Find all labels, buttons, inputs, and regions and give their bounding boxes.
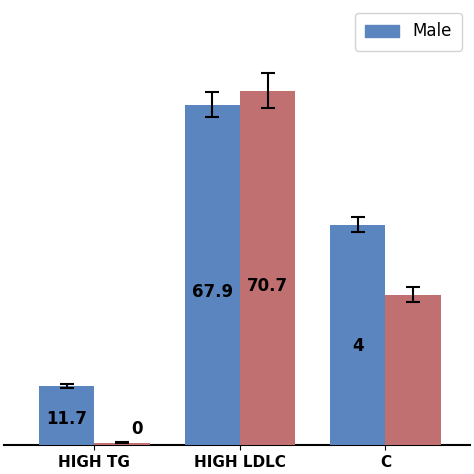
Bar [240,91,295,445]
Bar [39,386,94,445]
Text: 11.7: 11.7 [46,410,87,428]
Text: 67.9: 67.9 [191,283,233,301]
Bar [184,105,240,445]
Bar [94,443,150,445]
Bar [385,295,441,445]
Legend: Male: Male [356,12,462,51]
Text: 0: 0 [131,419,142,438]
Bar [330,225,385,445]
Text: 4: 4 [352,337,364,355]
Text: 70.7: 70.7 [247,277,288,295]
